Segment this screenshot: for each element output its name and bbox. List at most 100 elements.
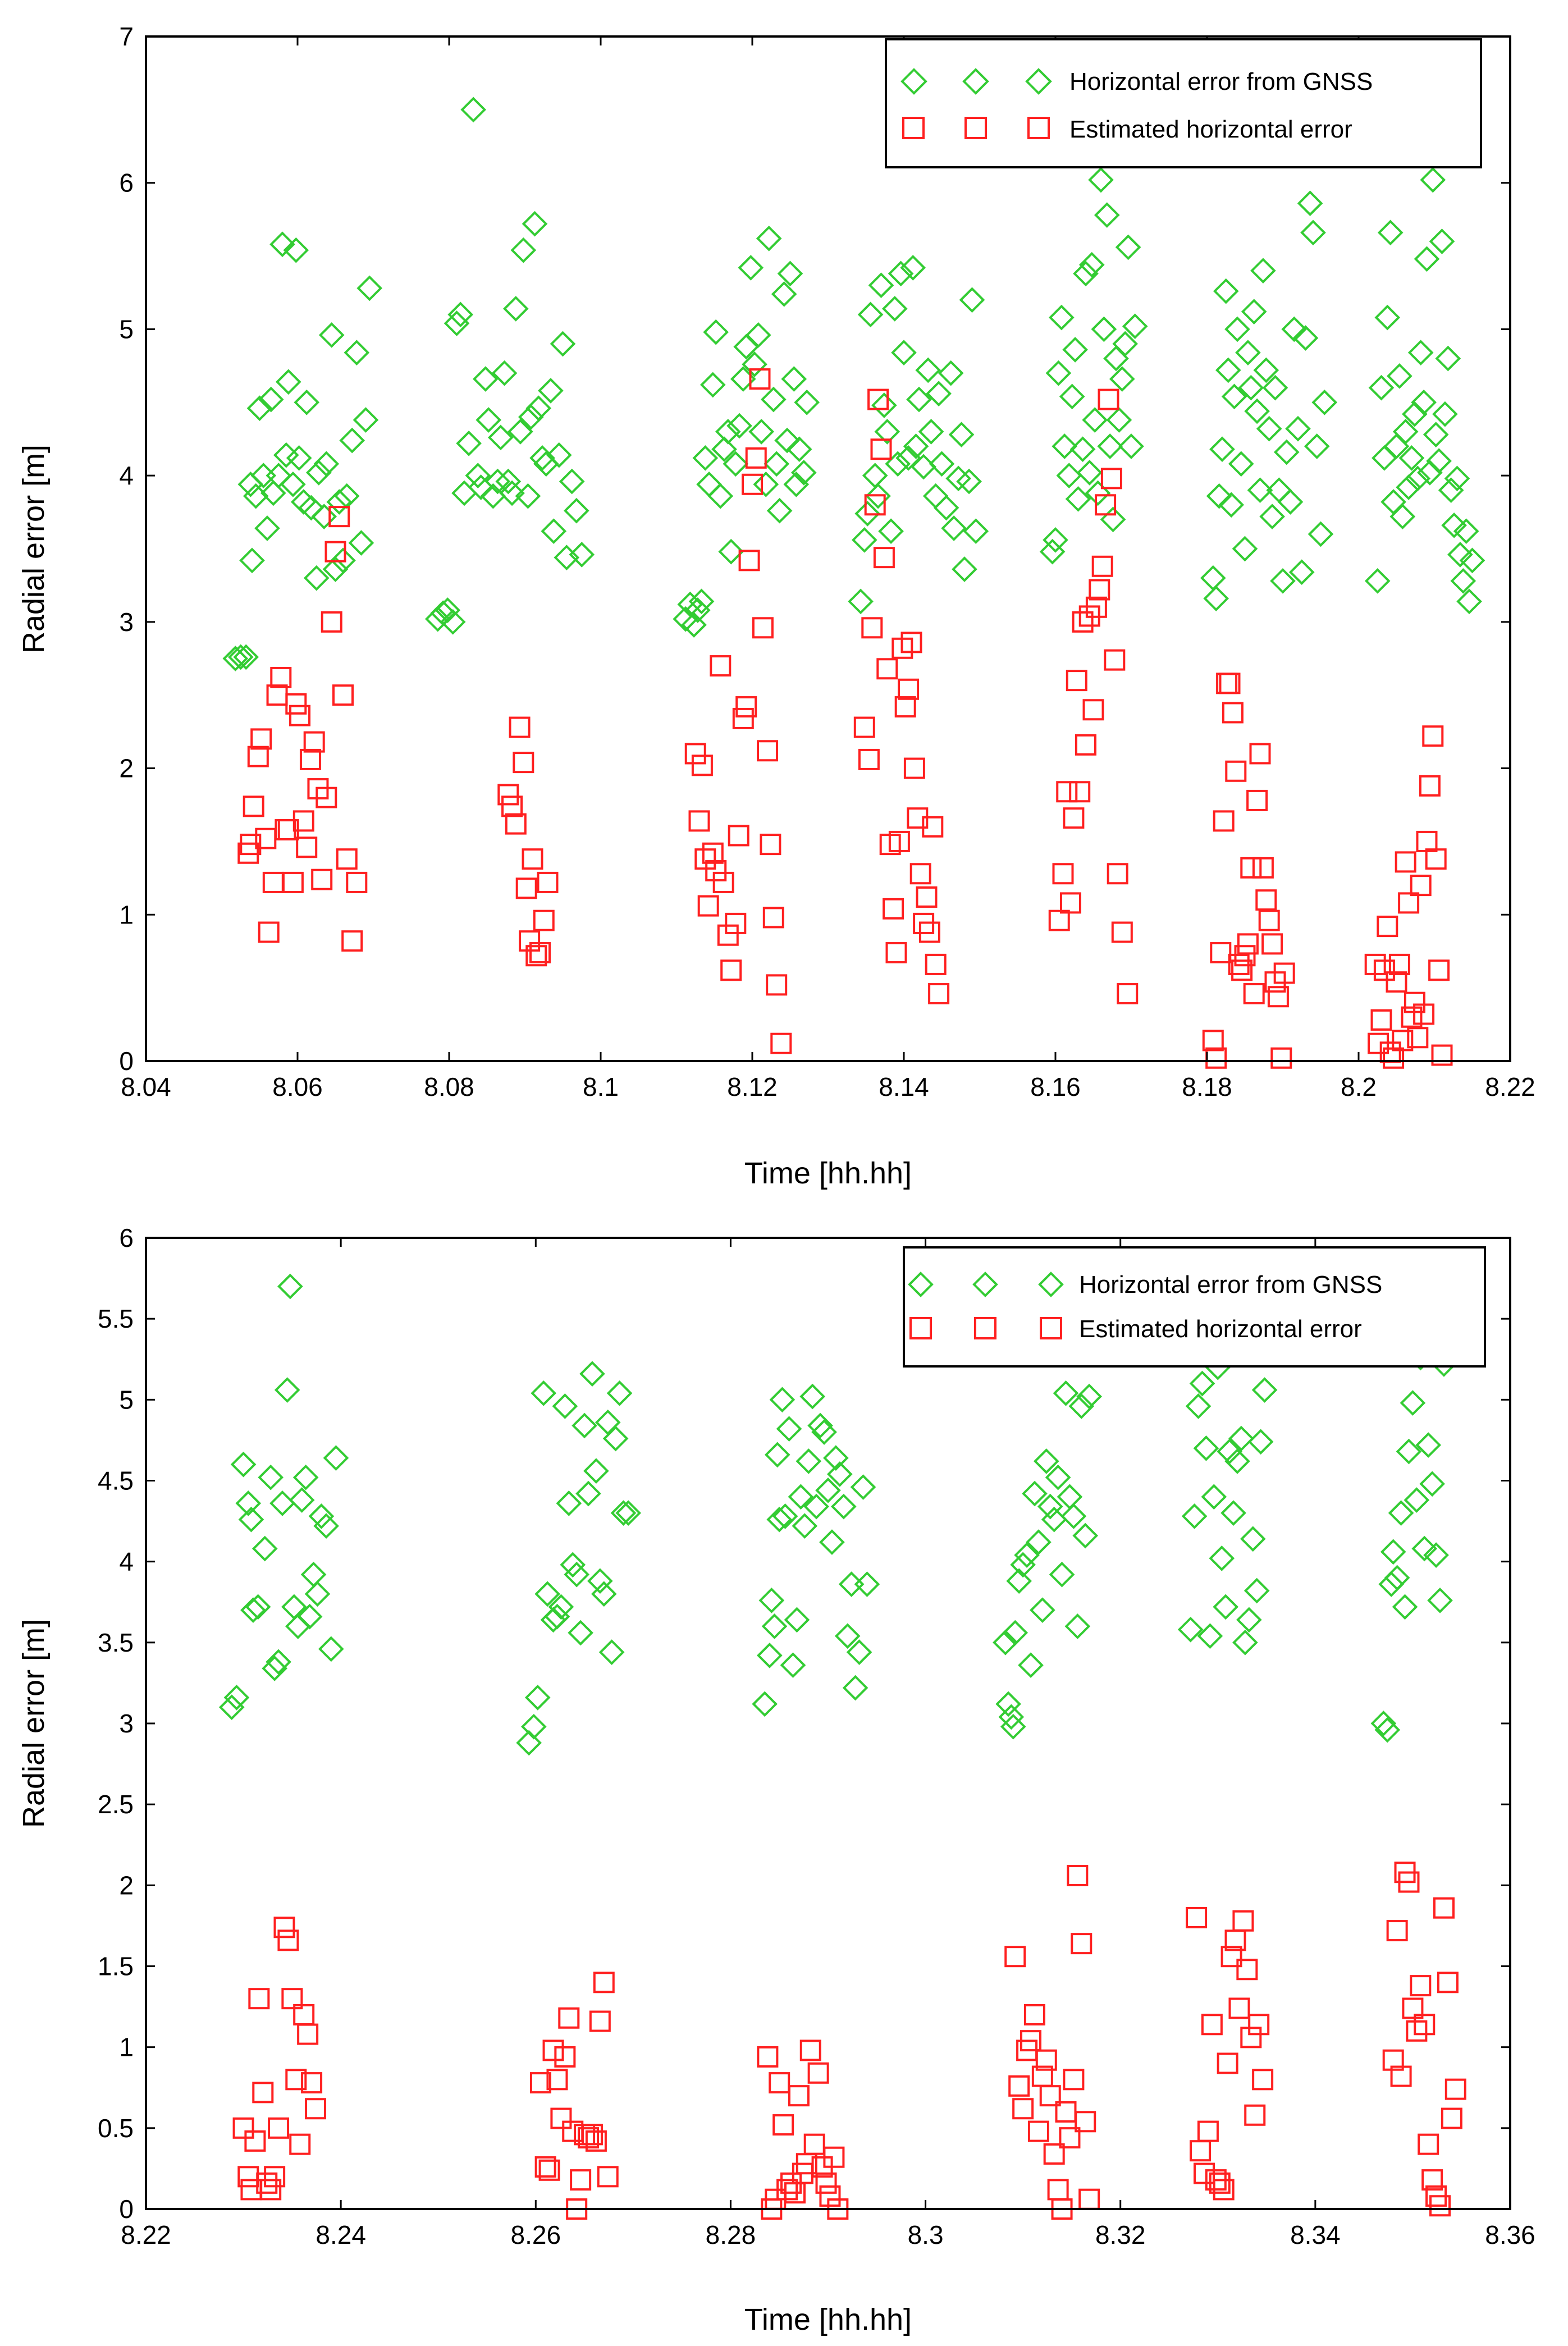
data-point-gnss (538, 378, 564, 404)
data-point-gnss (491, 360, 518, 386)
data-point-gnss (476, 407, 502, 433)
data-point-gnss (745, 322, 771, 348)
data-point-gnss (1392, 419, 1419, 445)
data-point-gnss (1441, 512, 1467, 538)
data-point-estimated (1431, 1044, 1453, 1066)
data-point-gnss (1447, 542, 1473, 568)
data-point-estimated (542, 2039, 564, 2061)
data-point-gnss (304, 1581, 331, 1607)
data-point-gnss (440, 609, 466, 635)
data-point-gnss (245, 1594, 271, 1620)
data-point-gnss (569, 542, 595, 568)
data-point-estimated (324, 541, 346, 563)
data-point-estimated (1261, 933, 1283, 955)
data-point-estimated (260, 2179, 282, 2201)
data-point-gnss (356, 275, 383, 301)
data-point-gnss (1384, 1565, 1410, 1591)
data-point-estimated (247, 746, 269, 767)
data-point-estimated (1225, 760, 1247, 782)
data-point-gnss (1262, 374, 1288, 401)
data-point-gnss (525, 395, 552, 422)
data-point-gnss (1106, 407, 1132, 433)
data-point-gnss (764, 451, 790, 477)
data-point-gnss (1065, 486, 1091, 512)
data-point-gnss (1072, 1522, 1099, 1549)
data-point-estimated (864, 494, 886, 516)
data-point-estimated (270, 666, 292, 688)
y-tick-label: 3 (119, 1709, 134, 1738)
data-point-gnss (1045, 360, 1072, 386)
data-point-gnss (1405, 465, 1431, 492)
data-point-estimated (769, 2072, 790, 2094)
data-point-gnss (516, 1730, 542, 1756)
data-point-gnss (227, 644, 254, 670)
data-point-estimated (513, 752, 534, 774)
data-point-gnss (1224, 1448, 1250, 1474)
data-point-gnss (888, 260, 914, 287)
data-point-estimated (1441, 2107, 1462, 2129)
data-point-gnss (757, 1643, 783, 1668)
data-point-gnss (465, 463, 491, 488)
data-point-gnss (522, 211, 548, 237)
data-point-estimated (299, 748, 321, 770)
data-point-estimated (301, 2072, 323, 2094)
y-tick-label: 3.5 (98, 1628, 134, 1657)
data-point-gnss (1228, 451, 1254, 477)
data-point-gnss (811, 1419, 837, 1445)
data-point-estimated (1248, 2014, 1270, 2036)
x-tick-label: 8.32 (1095, 2220, 1146, 2249)
data-point-estimated (585, 2130, 607, 2152)
data-point-gnss (1404, 1487, 1430, 1513)
data-point-gnss (1444, 465, 1470, 492)
y-tick-label: 5 (119, 1385, 134, 1414)
data-point-gnss (885, 451, 911, 477)
data-point-gnss (1048, 304, 1075, 331)
data-point-gnss (780, 1652, 806, 1679)
data-point-estimated (1035, 2049, 1057, 2071)
series-gnss (218, 1273, 1457, 1756)
data-point-gnss (700, 372, 726, 398)
data-point-estimated (1428, 959, 1450, 981)
data-point-gnss (854, 1571, 880, 1597)
data-point-estimated (1240, 857, 1262, 879)
data-point-gnss (827, 1461, 853, 1487)
data-point-gnss (771, 281, 797, 307)
data-point-gnss (230, 1451, 257, 1478)
data-point-estimated (762, 907, 784, 929)
data-point-estimated (341, 930, 363, 952)
data-point-gnss (1002, 1620, 1028, 1646)
data-point-gnss (1396, 474, 1421, 500)
data-point-gnss (1053, 1380, 1079, 1406)
data-point-gnss (952, 556, 977, 582)
data-point-gnss (1115, 234, 1141, 260)
data-point-estimated (529, 942, 551, 964)
x-tick-label: 8.18 (1182, 1072, 1232, 1101)
data-point-estimated (1422, 725, 1444, 747)
data-point-estimated (1060, 892, 1081, 914)
data-point-gnss (774, 427, 800, 454)
data-point-estimated (745, 447, 767, 469)
data-point-gnss (1247, 1429, 1274, 1455)
data-point-estimated (1228, 1997, 1250, 2019)
data-point-gnss (819, 1529, 845, 1555)
data-point-estimated (1373, 959, 1395, 981)
data-point-estimated (1425, 848, 1447, 870)
data-point-gnss (289, 1487, 315, 1513)
data-point-gnss (781, 366, 807, 392)
data-point-gnss (218, 1694, 245, 1720)
data-point-estimated (1104, 649, 1126, 671)
data-point-gnss (895, 445, 921, 471)
data-point-gnss (938, 360, 964, 386)
data-point-estimated (240, 834, 262, 856)
data-point-estimated (883, 898, 904, 920)
data-point-gnss (772, 1503, 798, 1529)
data-point-estimated (1067, 1865, 1089, 1887)
data-point-estimated (311, 868, 333, 890)
x-tick-label: 8.1 (583, 1072, 619, 1101)
data-point-gnss (286, 445, 312, 471)
data-point-estimated (1217, 2052, 1238, 2074)
data-point-gnss (718, 538, 744, 565)
data-point-gnss (783, 471, 810, 497)
data-point-gnss (1392, 1594, 1418, 1620)
data-point-gnss (1064, 1613, 1091, 1639)
